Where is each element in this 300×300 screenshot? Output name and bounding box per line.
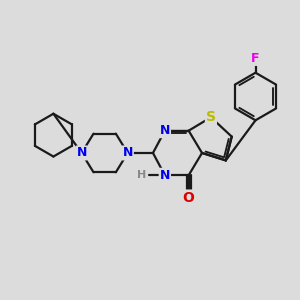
Text: H: H <box>137 170 147 180</box>
Text: S: S <box>206 110 216 124</box>
Text: O: O <box>183 190 195 205</box>
Text: F: F <box>251 52 260 65</box>
Text: N: N <box>76 146 87 160</box>
Text: N: N <box>160 124 170 137</box>
Text: N: N <box>122 146 133 160</box>
Text: N: N <box>160 169 170 182</box>
